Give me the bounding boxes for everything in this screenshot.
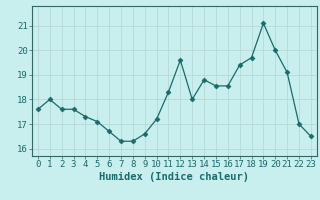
X-axis label: Humidex (Indice chaleur): Humidex (Indice chaleur) (100, 172, 249, 182)
